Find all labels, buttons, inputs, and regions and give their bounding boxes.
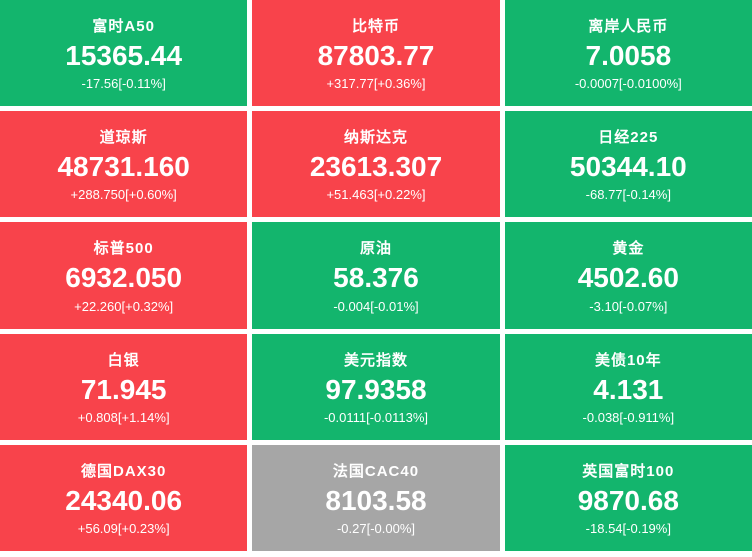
market-name: 英国富时100 [582,462,675,480]
market-tile-cac40[interactable]: 法国CAC40 8103.58 -0.27[-0.00%] [252,444,500,551]
market-tile-nasdaq[interactable]: 纳斯达克 23613.307 +51.463[+0.22%] [252,111,500,218]
market-tile-ftse-100[interactable]: 英国富时100 9870.68 -18.54[-0.19%] [504,444,752,551]
market-name: 原油 [359,240,392,258]
market-value: 4.131 [593,373,664,405]
market-name: 标普500 [93,240,154,258]
market-change: -0.0111[-0.0113%] [323,409,429,425]
market-value: 24340.06 [65,484,183,516]
market-name: 离岸人民币 [588,18,669,36]
market-change: -17.56[-0.11%] [81,76,166,92]
market-value: 87803.77 [317,40,435,72]
market-tile-us-10y-treasury[interactable]: 美债10年 4.131 -0.038[-0.911%] [504,333,752,440]
market-tile-bitcoin[interactable]: 比特币 87803.77 +317.77[+0.36%] [252,0,500,107]
market-name: 纳斯达克 [343,129,408,147]
market-value: 48731.160 [57,151,190,183]
market-value: 23613.307 [309,151,443,183]
market-name: 法国CAC40 [332,462,420,480]
market-value: 58.376 [333,262,419,294]
market-tile-dax30[interactable]: 德国DAX30 24340.06 +56.09[+0.23%] [0,444,248,551]
market-value: 4502.60 [577,262,679,294]
market-change: +288.750[+0.60%] [70,187,177,203]
market-name: 比特币 [351,18,400,36]
market-tile-sp500[interactable]: 标普500 6932.050 +22.260[+0.32%] [0,222,248,329]
market-value: 50344.10 [569,151,687,183]
market-tile-nikkei-225[interactable]: 日经225 50344.10 -68.77[-0.14%] [504,111,752,218]
market-name: 白银 [107,351,140,369]
market-tile-gold[interactable]: 黄金 4502.60 -3.10[-0.07%] [504,222,752,329]
market-change: -68.77[-0.14%] [585,187,671,203]
market-tile-crude-oil[interactable]: 原油 58.376 -0.004[-0.01%] [252,222,500,329]
market-change: -0.038[-0.911%] [582,409,675,425]
market-name: 富时A50 [92,18,155,36]
market-value: 71.945 [80,373,167,405]
market-tile-usd-index[interactable]: 美元指数 97.9358 -0.0111[-0.0113%] [252,333,500,440]
market-change: +51.463[+0.22%] [326,187,426,203]
market-change: +22.260[+0.32%] [74,298,174,314]
market-change: +317.77[+0.36%] [326,76,426,92]
market-change: -3.10[-0.07%] [589,298,668,314]
market-tile-ftse-a50[interactable]: 富时A50 15365.44 -17.56[-0.11%] [0,0,248,107]
market-change: -0.27[-0.00%] [336,520,416,536]
market-name: 黄金 [612,240,645,258]
market-name: 日经225 [598,129,659,147]
market-name: 德国DAX30 [80,462,167,480]
market-value: 15365.44 [65,40,183,72]
market-change: +0.808[+1.14%] [77,409,170,425]
market-tile-offshore-rmb[interactable]: 离岸人民币 7.0058 -0.0007[-0.0100%] [504,0,752,107]
market-name: 美债10年 [594,351,662,369]
market-tile-dow-jones[interactable]: 道琼斯 48731.160 +288.750[+0.60%] [0,111,248,218]
market-tile-silver[interactable]: 白银 71.945 +0.808[+1.14%] [0,333,248,440]
market-value: 9870.68 [577,484,679,516]
market-name: 美元指数 [343,351,408,369]
market-change: -0.004[-0.01%] [333,298,419,314]
market-change: +56.09[+0.23%] [77,520,170,536]
market-value: 8103.58 [325,484,427,516]
market-value: 6932.050 [65,262,183,294]
market-change: -18.54[-0.19%] [585,520,671,536]
market-name: 道琼斯 [99,129,148,147]
market-value: 7.0058 [585,40,672,72]
market-value: 97.9358 [325,373,427,405]
market-change: -0.0007[-0.0100%] [574,76,682,92]
